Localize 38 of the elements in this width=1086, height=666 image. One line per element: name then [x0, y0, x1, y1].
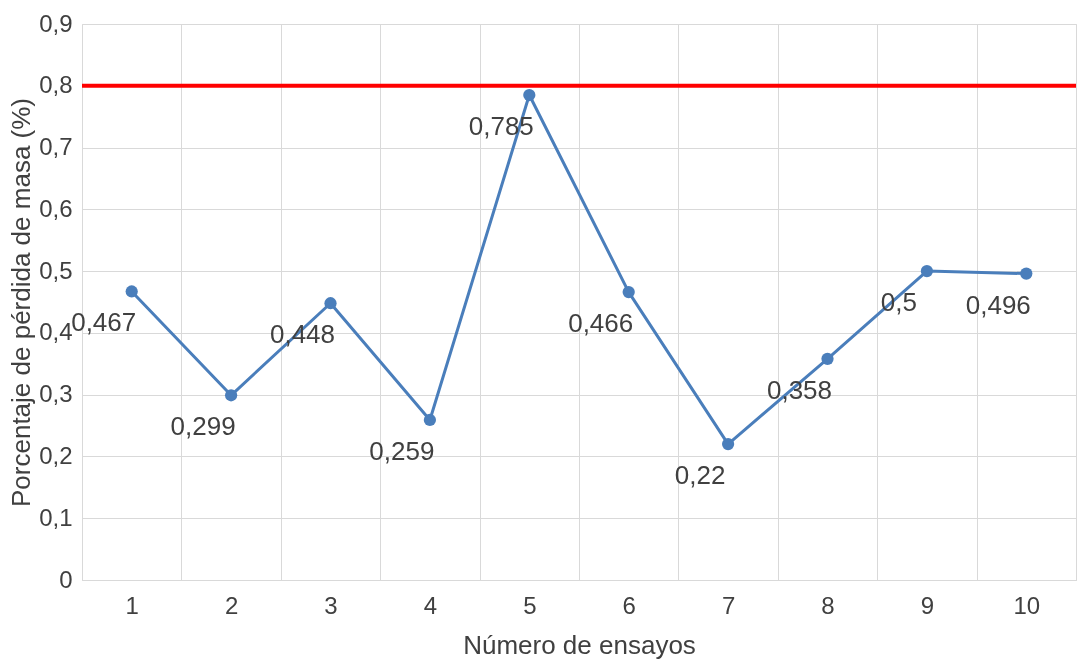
point — [920, 265, 934, 278]
data-label: 0,259 — [369, 436, 435, 466]
y-tick-label: 0,7 — [39, 133, 73, 161]
point — [721, 437, 735, 451]
point — [423, 413, 437, 427]
point — [324, 297, 337, 310]
y-tick-label: 0,4 — [39, 318, 73, 346]
point — [821, 352, 834, 365]
data-label: 0,299 — [170, 411, 236, 442]
x-tick-label: 4 — [423, 591, 438, 619]
point — [622, 286, 635, 299]
point — [523, 88, 536, 102]
y-tick-label: 0,1 — [39, 503, 73, 531]
y-tick-label: 0,8 — [39, 71, 73, 99]
point — [125, 285, 138, 298]
y-axis-title: Porcentaje de pérdida de masa (%) — [6, 97, 37, 508]
y-tick-label: 0 — [59, 565, 73, 593]
y-tick-label: 0,6 — [39, 194, 73, 222]
y-tick-label: 0,3 — [39, 380, 73, 408]
data-label: 0,466 — [568, 308, 634, 339]
data-label: 0,22 — [674, 460, 726, 491]
data-label: 0,467 — [71, 307, 137, 338]
x-tick-label: 10 — [1013, 591, 1041, 619]
x-tick-label: 8 — [821, 591, 835, 619]
y-tick-label: 0,9 — [39, 9, 73, 37]
x-tick-label: 2 — [224, 591, 239, 619]
x-tick-label: 5 — [523, 591, 537, 619]
y-tick-label: 0,2 — [39, 441, 73, 469]
x-tick-label: 3 — [324, 591, 338, 619]
point — [224, 389, 238, 402]
x-axis-title: Número de ensayos — [463, 629, 696, 660]
point — [1020, 267, 1033, 280]
x-tick-label: 9 — [920, 591, 935, 619]
x-tick-label: 7 — [721, 591, 736, 619]
x-tick-label: 1 — [125, 591, 139, 619]
x-tick-label: 6 — [622, 591, 636, 619]
data-label: 0,496 — [965, 289, 1031, 320]
y-tick-label: 0,5 — [39, 256, 73, 284]
